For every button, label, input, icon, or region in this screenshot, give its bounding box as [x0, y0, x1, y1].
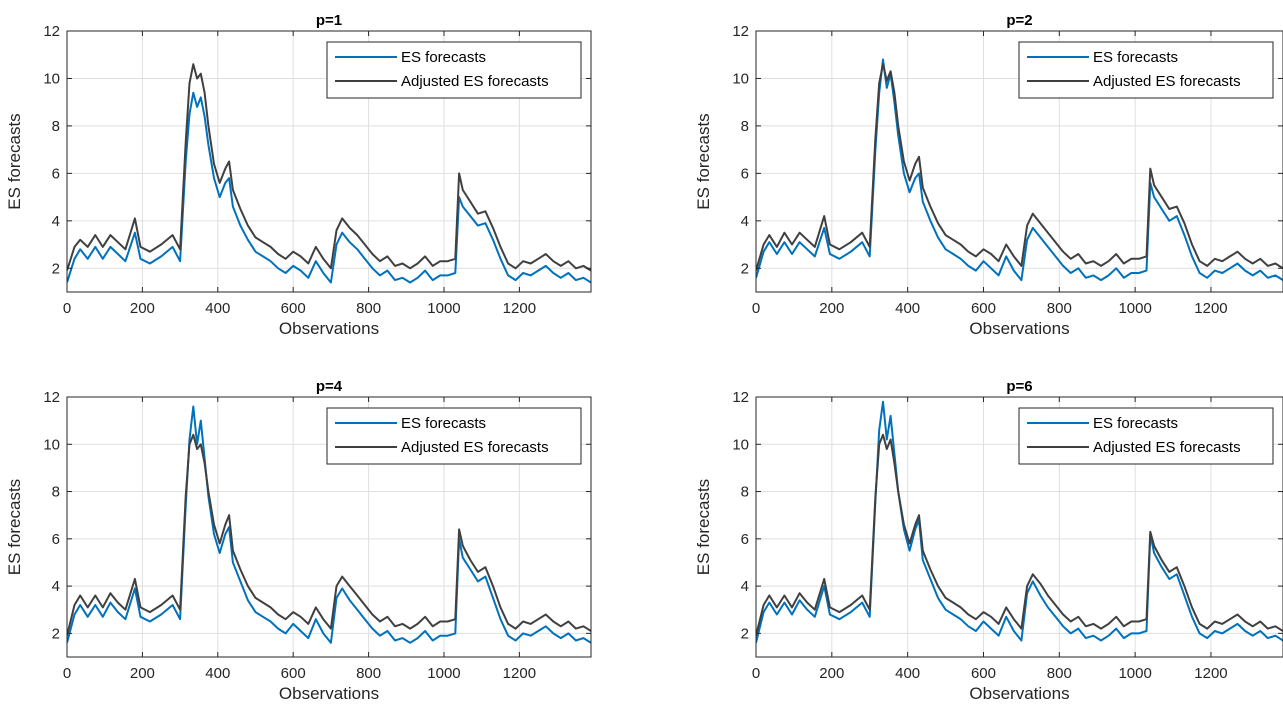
- x-tick-label: 0: [63, 300, 71, 317]
- x-tick-label: 1200: [1194, 300, 1227, 317]
- x-tick-label: 800: [356, 665, 381, 682]
- y-tick-label: 2: [52, 260, 60, 277]
- chart-title: p=2: [1006, 12, 1032, 29]
- legend: ES forecasts Adjusted ES forecasts: [1018, 41, 1274, 99]
- x-tick-label: 200: [819, 665, 844, 682]
- x-tick-label: 600: [971, 665, 996, 682]
- chart-title: p=4: [316, 378, 343, 395]
- y-tick-label: 2: [52, 625, 60, 642]
- legend-label-es: ES forecasts: [401, 415, 486, 432]
- x-tick-label: 800: [1047, 665, 1072, 682]
- x-tick-label: 1000: [1118, 665, 1151, 682]
- y-tick-label: 4: [52, 213, 60, 230]
- x-tick-label: 800: [356, 300, 381, 317]
- y-tick-label: 6: [52, 531, 60, 548]
- legend-box: [1018, 407, 1274, 465]
- y-tick-label: 2: [741, 260, 749, 277]
- legend-box: [1018, 41, 1274, 99]
- y-tick-label: 4: [52, 578, 60, 595]
- x-tick-label: 800: [1047, 300, 1072, 317]
- y-tick-label: 12: [43, 23, 60, 40]
- legend-label-adjusted: Adjusted ES forecasts: [1093, 73, 1241, 90]
- axes-box: [755, 30, 1283, 293]
- es-forecasts-line: [756, 58, 1283, 282]
- adjusted-es-forecasts-line: [756, 63, 1283, 271]
- legend-box: [326, 41, 582, 99]
- y-tick-label: 8: [741, 484, 749, 501]
- axes-box: [755, 396, 1283, 658]
- x-tick-label: 200: [819, 300, 844, 317]
- adjusted-es-forecasts-line: [67, 433, 591, 636]
- x-axis-label: Observations: [279, 684, 379, 703]
- x-tick-label: 400: [895, 300, 920, 317]
- legend: ES forecasts Adjusted ES forecasts: [326, 407, 582, 465]
- subplot-p6: 0 200 400 600 800 1000 1200 2 4 6 8 10 12 p=6 Observat…: [694, 378, 1283, 703]
- es-forecasts-line: [67, 405, 591, 644]
- x-axis-label: Observations: [969, 319, 1069, 338]
- y-tick-label: 10: [43, 436, 60, 453]
- x-tick-label: 1000: [427, 665, 460, 682]
- y-tick-label: 2: [741, 625, 749, 642]
- y-tick-label: 8: [741, 118, 749, 135]
- x-tick-label: 0: [752, 300, 760, 317]
- y-tick-label: 10: [732, 436, 749, 453]
- y-tick-label: 12: [732, 23, 749, 40]
- legend-box: [326, 407, 582, 465]
- y-axis-label: ES forecasts: [694, 113, 713, 209]
- y-axis-label: ES forecasts: [5, 113, 24, 209]
- adjusted-es-forecasts-line: [67, 63, 591, 272]
- y-tick-label: 6: [741, 531, 749, 548]
- x-tick-label: 1200: [1194, 665, 1227, 682]
- legend-label-es: ES forecasts: [1093, 415, 1178, 432]
- x-tick-label: 1200: [503, 665, 536, 682]
- x-tick-label: 400: [895, 665, 920, 682]
- x-tick-label: 0: [752, 665, 760, 682]
- x-tick-label: 200: [130, 300, 155, 317]
- x-tick-label: 0: [63, 665, 71, 682]
- y-tick-label: 6: [741, 165, 749, 182]
- subplot-p2: 0 200 400 600 800 1000 1200 2 4 6 8 10 12 p=2 Observat…: [694, 12, 1283, 338]
- x-tick-label: 200: [130, 665, 155, 682]
- y-tick-label: 4: [741, 213, 749, 230]
- axes-box: [66, 396, 592, 658]
- x-tick-label: 1200: [503, 300, 536, 317]
- es-forecasts-line: [756, 400, 1283, 644]
- y-tick-label: 12: [732, 389, 749, 406]
- subplot-p1: 0 200 400 600 800 1000 1200 2 4 6 8 10 12 p=1 Observat…: [5, 12, 592, 338]
- chart-title: p=6: [1006, 378, 1032, 395]
- legend-label-adjusted: Adjusted ES forecasts: [401, 73, 549, 90]
- x-tick-label: 600: [281, 665, 306, 682]
- x-tick-label: 400: [205, 665, 230, 682]
- chart-title: p=1: [316, 12, 342, 29]
- y-tick-label: 6: [52, 165, 60, 182]
- x-tick-label: 1000: [1118, 300, 1151, 317]
- y-axis-label: ES forecasts: [5, 479, 24, 575]
- y-tick-label: 8: [52, 484, 60, 501]
- adjusted-es-forecasts-line: [756, 433, 1283, 636]
- y-tick-label: 12: [43, 389, 60, 406]
- legend-label-es: ES forecasts: [1093, 49, 1178, 66]
- axes-box: [66, 30, 592, 293]
- y-tick-label: 10: [43, 70, 60, 87]
- subplot-p4: 0 200 400 600 800 1000 1200 2 4 6 8 10 12 p=4 Observat…: [5, 378, 592, 703]
- x-tick-label: 1000: [427, 300, 460, 317]
- y-tick-label: 4: [741, 578, 749, 595]
- y-tick-label: 8: [52, 118, 60, 135]
- legend-label-adjusted: Adjusted ES forecasts: [401, 439, 549, 456]
- legend-label-adjusted: Adjusted ES forecasts: [1093, 439, 1241, 456]
- y-axis-label: ES forecasts: [694, 479, 713, 575]
- es-forecasts-line: [67, 91, 591, 284]
- x-axis-label: Observations: [969, 684, 1069, 703]
- y-tick-label: 10: [732, 70, 749, 87]
- x-tick-label: 400: [205, 300, 230, 317]
- x-axis-label: Observations: [279, 319, 379, 338]
- x-tick-label: 600: [281, 300, 306, 317]
- legend: ES forecasts Adjusted ES forecasts: [326, 41, 582, 99]
- x-tick-label: 600: [971, 300, 996, 317]
- legend: ES forecasts Adjusted ES forecasts: [1018, 407, 1274, 465]
- legend-label-es: ES forecasts: [401, 49, 486, 66]
